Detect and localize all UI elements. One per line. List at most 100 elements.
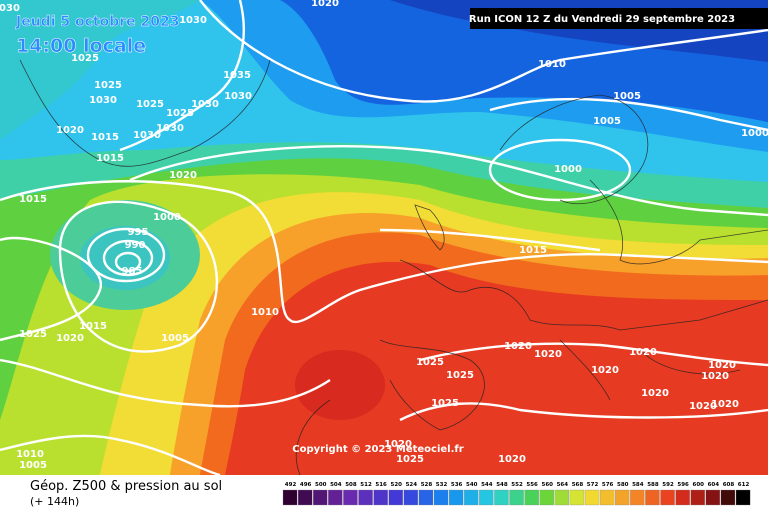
footer-title: Géop. Z500 & pression au sol: [30, 479, 222, 494]
isobar-label: 1020: [534, 349, 562, 360]
scale-swatch: [464, 489, 479, 506]
isobar-label: 1030: [89, 95, 117, 106]
scale-label: 588: [647, 482, 659, 488]
scale-label: 496: [300, 482, 312, 488]
isobar-label: 1030: [156, 123, 184, 134]
scale-label: 520: [391, 482, 403, 488]
isobar-label: 1025: [94, 80, 122, 91]
isobar-label: 1020: [711, 399, 739, 410]
scale-label: 524: [406, 482, 418, 488]
scale-swatch: [645, 489, 660, 506]
isobar-label: 1025: [416, 357, 444, 368]
scale-swatch: [584, 489, 600, 506]
isobar-label: 990: [125, 240, 146, 251]
scale-swatch: [373, 489, 388, 506]
scale-label: 548: [496, 482, 508, 488]
scale-label: 504: [330, 482, 342, 488]
isobar-label: 1020: [708, 360, 736, 371]
scale-label: 608: [723, 482, 735, 488]
scale-label: 584: [632, 482, 644, 488]
isobar-label: 1025: [71, 53, 99, 64]
run-box: [470, 8, 768, 29]
scale-swatch: [720, 489, 736, 506]
footer-lead: (+ 144h): [30, 495, 79, 508]
scale-swatch: [418, 489, 434, 506]
scale-label: 544: [481, 482, 493, 488]
isobar-label: 1020: [56, 125, 84, 136]
isobar-label: 1025: [431, 398, 459, 409]
scale-label: 580: [617, 482, 629, 488]
isobar-label: 1005: [613, 91, 641, 102]
isobar-label: 1000: [153, 212, 181, 223]
scale-label: 604: [708, 482, 720, 488]
scale-label: 560: [542, 482, 554, 488]
copyright: Copyright © 2023 Meteociel.fr: [292, 444, 463, 455]
scale-label: 512: [360, 482, 372, 488]
isobar-label: 1005: [161, 333, 189, 344]
isobar-label: 1020: [311, 0, 339, 9]
scale-swatch: [388, 489, 403, 506]
isobar-label: 1010: [251, 307, 279, 318]
isobar-label: 1025: [19, 329, 47, 340]
scale-label: 552: [511, 482, 523, 488]
isobar-label: 1025: [446, 370, 474, 381]
scale-label: 568: [572, 482, 584, 488]
run-info: Run ICON 12 Z du Vendredi 29 septembre 2…: [469, 14, 735, 25]
isobar-label: 1020: [504, 341, 532, 352]
scale-swatch: [358, 489, 373, 506]
isobar-labels: 1030103010201025102510301025103510301030…: [0, 0, 768, 471]
scale-label: 564: [557, 482, 569, 488]
isobar-label: 1020: [169, 170, 197, 181]
isobar-label: 1025: [136, 99, 164, 110]
scale-label: 572: [587, 482, 599, 488]
scale-label: 508: [345, 482, 357, 488]
isobar-label: 1015: [79, 321, 107, 332]
scale-label: 528: [421, 482, 433, 488]
scale-swatch: [539, 489, 554, 506]
scale-label: 592: [662, 482, 674, 488]
scale-swatch: [599, 489, 615, 506]
scale-label: 532: [436, 482, 448, 488]
isobar-label: 1030: [191, 99, 219, 110]
isobar-label: 1020: [384, 439, 412, 450]
isobar-label: 1005: [593, 116, 621, 127]
scale-swatch: [524, 489, 539, 506]
scale-swatch: [615, 489, 630, 506]
scale-swatch: [690, 489, 705, 506]
isobar-label: 1010: [16, 449, 44, 460]
scale-swatch: [675, 489, 690, 506]
geopotential-field: 1030103010201025102510301025103510301030…: [0, 0, 768, 475]
scale-swatch: [569, 489, 585, 506]
scale-swatch: [479, 489, 494, 506]
isobar-label: 1020: [641, 388, 669, 399]
scale-label: 500: [315, 482, 327, 488]
scale-swatch: [433, 489, 449, 506]
scale-swatch: [630, 489, 645, 506]
scale-label: 596: [677, 482, 689, 488]
scale-label: 540: [466, 482, 478, 488]
scale-label: 556: [526, 482, 538, 488]
isobar-label: 1030: [133, 130, 161, 141]
isobar-label: 995: [128, 227, 149, 238]
forecast-time: 14:00 locale: [16, 35, 146, 57]
scale-label: 516: [375, 482, 387, 488]
scale-swatch: [735, 489, 751, 506]
isobar-label: 1015: [19, 194, 47, 205]
scale-swatch: [282, 489, 298, 506]
isobar-label: 1030: [0, 3, 20, 14]
scale-label: 612: [738, 482, 750, 488]
scale-swatch: [297, 489, 313, 506]
isobar-label: 1000: [554, 164, 582, 175]
isobar-label: 1020: [629, 347, 657, 358]
scale-swatch: [554, 489, 570, 506]
scale-swatch: [448, 489, 464, 506]
scale-label: 576: [602, 482, 614, 488]
forecast-date: Jeudi 5 octobre 2023: [15, 14, 179, 30]
isobar-label: 1020: [689, 401, 717, 412]
isobar-label: 1020: [701, 371, 729, 382]
isobar-label: 1015: [519, 245, 547, 256]
scale-swatch: [343, 489, 358, 506]
isobar-label: 985: [122, 266, 143, 277]
scale-swatch: [705, 489, 721, 506]
scale-swatch: [660, 489, 675, 506]
